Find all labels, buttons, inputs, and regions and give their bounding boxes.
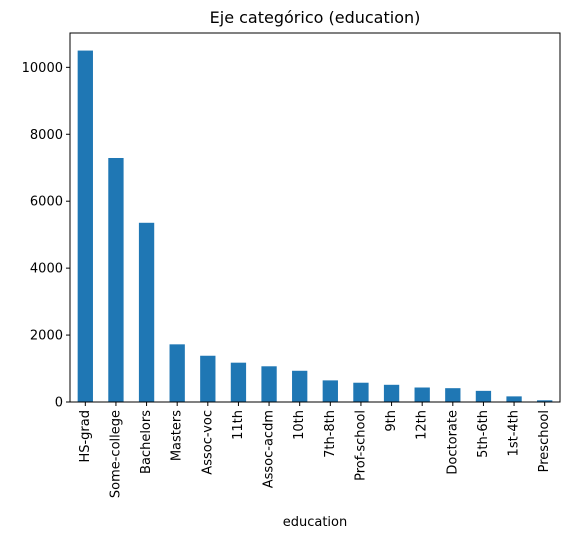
bar-bachelors	[138, 222, 155, 402]
bar-11th	[230, 362, 247, 402]
y-tick-label: 0	[55, 396, 63, 411]
y-tick-label: 8000	[30, 128, 63, 143]
bar-assoc-voc	[200, 355, 216, 402]
bar-assoc-acdm	[261, 366, 277, 402]
x-tick-label: Assoc-voc	[200, 410, 215, 475]
plot-frame	[69, 32, 561, 403]
x-tick-label: Doctorate	[445, 410, 460, 475]
bar-masters	[169, 344, 185, 402]
y-tick-label: 4000	[30, 262, 63, 277]
x-tick-label: Prof-school	[353, 410, 368, 481]
x-axis-label: education	[283, 515, 348, 530]
y-tick-label: 10000	[22, 61, 63, 76]
bar-9th	[383, 384, 400, 402]
x-tick-label: 7th-8th	[323, 410, 338, 458]
bar-some-college	[108, 157, 124, 402]
x-tick-label: Bachelors	[139, 410, 154, 474]
x-tick-label: Preschool	[537, 410, 552, 472]
bar-12th	[414, 387, 430, 402]
x-tick-label: 9th	[384, 410, 399, 432]
bar-prof-school	[353, 382, 369, 402]
x-tick-label: HS-grad	[78, 410, 93, 463]
x-tick-label: Assoc-acdm	[262, 410, 277, 488]
x-axis: HS-grad Some-college Bachelors Masters Assoc…	[78, 402, 552, 498]
bar-hs-grad	[77, 50, 93, 403]
bar-preschool	[537, 400, 553, 402]
x-tick-label: 5th-6th	[476, 410, 491, 458]
x-tick-label: 11th	[231, 410, 246, 440]
bar-5th-6th	[475, 390, 492, 402]
y-axis: 0 2000 4000 6000 8000 10000	[22, 61, 70, 411]
x-tick-label: 10th	[292, 410, 307, 440]
x-tick-label: Some-college	[108, 410, 123, 498]
chart-title: Eje categórico (education)	[210, 8, 421, 27]
bar-doctorate	[445, 388, 461, 402]
y-tick-label: 2000	[30, 329, 63, 344]
bar-1st-4th	[506, 396, 522, 402]
bars-group	[77, 50, 553, 403]
x-tick-label: 1st-4th	[507, 410, 522, 456]
bar-10th	[292, 370, 308, 402]
x-tick-label: Masters	[170, 410, 185, 461]
bar-7th-8th	[322, 380, 338, 402]
y-tick-label: 6000	[30, 195, 63, 210]
x-tick-label: 12th	[415, 410, 430, 440]
